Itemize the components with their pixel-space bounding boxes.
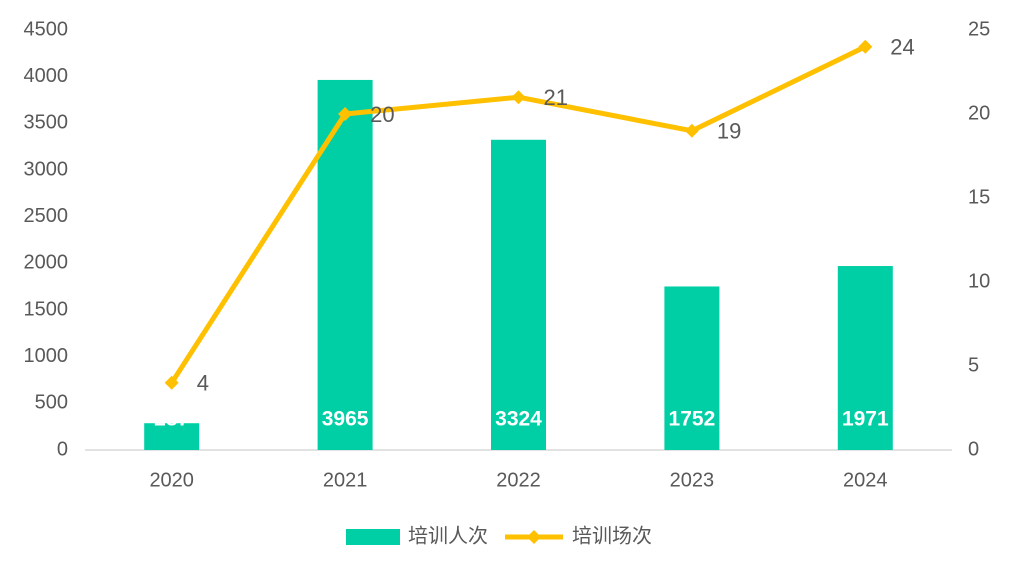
bar-value-label: 287 [154,408,189,431]
y-tick-label: 500 [35,392,68,414]
bar-value-label: 3324 [495,408,542,431]
line-marker [511,90,526,105]
y-tick-label: 1000 [24,345,69,367]
y2-tick-label: 0 [968,438,979,460]
bar [664,286,720,450]
line-marker [858,39,873,54]
line-value-label: 21 [544,85,568,110]
legend-swatch [346,529,400,545]
x-tick-label: 2023 [670,469,715,491]
line-value-label: 20 [370,102,394,127]
y2-tick-label: 15 [968,186,990,208]
y2-tick-label: 10 [968,270,990,292]
legend-label: 培训场次 [572,524,652,547]
line-marker [164,375,179,390]
y-tick-label: 0 [57,438,68,460]
legend-marker [527,530,541,544]
line-value-label: 24 [890,35,914,60]
y-tick-label: 1500 [24,298,69,320]
bar [317,79,373,450]
line-marker [684,123,699,138]
line-value-label: 19 [717,119,741,144]
legend-label: 培训人次 [408,524,488,547]
bar [144,423,200,450]
line-marker [338,107,353,121]
x-tick-label: 2020 [149,469,194,491]
y2-tick-label: 5 [968,354,979,376]
y-tick-label: 4500 [24,18,69,40]
y-tick-label: 4000 [24,65,69,87]
x-tick-label: 2022 [496,469,541,491]
y2-tick-label: 20 [968,102,990,124]
y-tick-label: 3000 [24,158,69,180]
bar-value-label: 1752 [669,408,716,431]
bar [491,139,546,450]
bar [837,266,893,450]
y-tick-label: 2500 [24,205,69,227]
x-tick-label: 2024 [843,469,888,491]
x-tick-label: 2021 [323,469,368,491]
bar-value-label: 1971 [842,408,889,431]
bar-value-label: 3965 [322,408,369,431]
y2-tick-label: 25 [968,18,990,40]
line-value-label: 4 [197,371,209,396]
y-tick-label: 2000 [24,252,69,274]
y-tick-label: 3500 [24,112,69,134]
